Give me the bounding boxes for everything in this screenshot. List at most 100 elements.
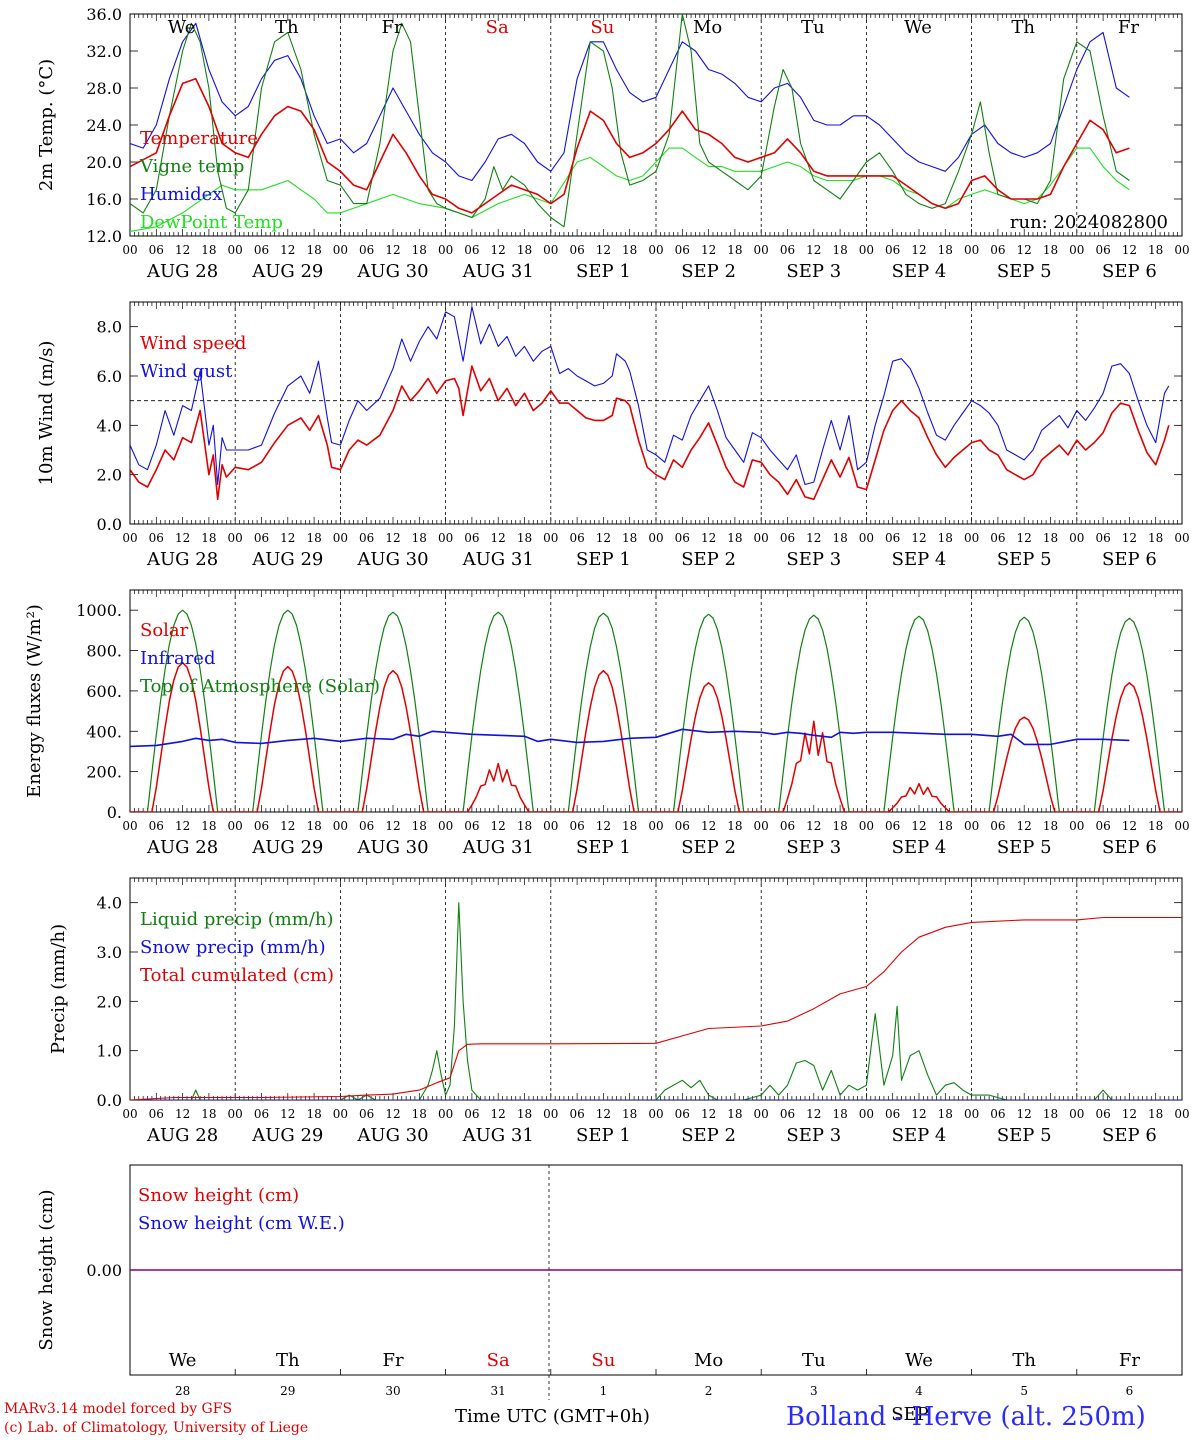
legend-entry: Vigne temp xyxy=(139,156,244,177)
date-label: SEP 3 xyxy=(786,549,841,570)
y-tick-label: 2.0 xyxy=(97,992,122,1011)
hour-tick-label: 18 xyxy=(1148,1107,1163,1121)
hour-tick-label: 06 xyxy=(359,531,374,545)
hour-tick-label: 12 xyxy=(1122,1107,1137,1121)
y-tick-label: 28.0 xyxy=(86,79,122,98)
hour-tick-label: 06 xyxy=(780,1107,795,1121)
legend-entry: Infrared xyxy=(140,648,215,669)
hour-tick-label: 18 xyxy=(412,1107,427,1121)
hour-tick-label: 18 xyxy=(622,243,637,257)
date-label: AUG 30 xyxy=(356,261,428,282)
date-label: SEP 3 xyxy=(786,837,841,858)
hour-tick-label: 00 xyxy=(543,243,558,257)
date-label: SEP 1 xyxy=(576,1125,631,1146)
hour-tick-label: 00 xyxy=(543,1107,558,1121)
hour-tick-label: 00 xyxy=(438,243,453,257)
y-axis-title: Snow height (cm) xyxy=(36,1189,57,1350)
hour-tick-label: 12 xyxy=(911,819,926,833)
hour-tick-label: 12 xyxy=(175,531,190,545)
hour-tick-label: 18 xyxy=(938,243,953,257)
y-tick-label: 8.0 xyxy=(97,318,122,337)
day-number-label: 1 xyxy=(600,1384,608,1398)
date-label: SEP 2 xyxy=(681,1125,736,1146)
hour-tick-label: 06 xyxy=(675,531,690,545)
hour-tick-label: 00 xyxy=(754,819,769,833)
hour-tick-label: 06 xyxy=(780,243,795,257)
solar-line xyxy=(130,661,1182,812)
hour-tick-label: 00 xyxy=(1069,531,1084,545)
day-number-label: 4 xyxy=(915,1384,923,1398)
hour-tick-label: 12 xyxy=(701,531,716,545)
hour-tick-label: 18 xyxy=(306,243,321,257)
hour-tick-label: 18 xyxy=(1148,243,1163,257)
hour-tick-label: 18 xyxy=(727,1107,742,1121)
y-tick-label: 24.0 xyxy=(86,116,122,135)
hour-tick-label: 06 xyxy=(990,531,1005,545)
hour-tick-label: 12 xyxy=(1122,243,1137,257)
temperature-line xyxy=(130,78,1130,214)
humidex-line xyxy=(130,22,1130,182)
hour-tick-label: 18 xyxy=(727,819,742,833)
hour-tick-label: 00 xyxy=(859,819,874,833)
hour-tick-label: 00 xyxy=(648,243,663,257)
date-label: SEP 4 xyxy=(892,549,947,570)
hour-tick-label: 00 xyxy=(122,243,137,257)
hour-tick-label: 00 xyxy=(1069,819,1084,833)
hour-tick-label: 06 xyxy=(1095,243,1110,257)
hour-tick-label: 00 xyxy=(1174,1107,1189,1121)
y-tick-label: 0.0 xyxy=(97,1091,122,1110)
hour-tick-label: 00 xyxy=(228,819,243,833)
vigne-temp-line xyxy=(130,14,1130,228)
hour-tick-label: 00 xyxy=(333,819,348,833)
date-label: AUG 29 xyxy=(251,837,323,858)
hour-tick-label: 00 xyxy=(964,243,979,257)
hour-tick-label: 12 xyxy=(175,819,190,833)
hour-tick-label: 18 xyxy=(412,531,427,545)
hour-tick-label: 00 xyxy=(1069,243,1084,257)
weekday-label: Tu xyxy=(801,17,825,38)
legend-entry: Snow height (cm W.E.) xyxy=(138,1213,345,1234)
y-tick-label: 12.0 xyxy=(86,227,122,246)
hour-tick-label: 06 xyxy=(990,243,1005,257)
date-label: SEP 6 xyxy=(1102,549,1157,570)
hour-tick-label: 00 xyxy=(964,531,979,545)
wind-gust-line xyxy=(130,306,1170,486)
liquid-precip-mm-h-line xyxy=(130,902,1182,1100)
hour-tick-label: 00 xyxy=(333,1107,348,1121)
hour-tick-label: 06 xyxy=(149,243,164,257)
hour-tick-label: 12 xyxy=(280,1107,295,1121)
hour-tick-label: 12 xyxy=(701,819,716,833)
x-axis-title: Time UTC (GMT+0h) xyxy=(455,1406,650,1427)
hour-tick-label: 12 xyxy=(491,243,506,257)
day-number-label: 3 xyxy=(810,1384,818,1398)
hour-tick-label: 06 xyxy=(359,1107,374,1121)
legend-entry: Top of Atmosphere (Solar) xyxy=(140,676,380,697)
hour-tick-label: 00 xyxy=(754,1107,769,1121)
weekday-label: Su xyxy=(590,17,614,38)
hour-tick-label: 12 xyxy=(806,1107,821,1121)
weekday-label: Th xyxy=(1012,1350,1036,1371)
hour-tick-label: 18 xyxy=(306,819,321,833)
y-tick-label: 4.0 xyxy=(97,416,122,435)
legend-entry: Wind gust xyxy=(140,361,233,382)
legend-entry: Snow height (cm) xyxy=(138,1185,299,1206)
hour-tick-label: 00 xyxy=(228,243,243,257)
day-number-label: 2 xyxy=(705,1384,713,1398)
hour-tick-label: 12 xyxy=(385,1107,400,1121)
hour-tick-label: 12 xyxy=(1122,531,1137,545)
hour-tick-label: 12 xyxy=(806,243,821,257)
legend-entry: Temperature xyxy=(140,128,258,149)
station-name: Bolland - Herve (alt. 250m) xyxy=(786,1402,1146,1432)
y-axis-title: 2m Temp. (°C) xyxy=(36,59,57,191)
hour-tick-label: 12 xyxy=(491,531,506,545)
y-tick-label: 3.0 xyxy=(97,943,122,962)
hour-tick-label: 06 xyxy=(1095,531,1110,545)
hour-tick-label: 00 xyxy=(228,531,243,545)
hour-tick-label: 18 xyxy=(832,531,847,545)
hour-tick-label: 06 xyxy=(464,531,479,545)
weekday-label: Th xyxy=(1011,17,1035,38)
hour-tick-label: 12 xyxy=(385,531,400,545)
date-label: SEP 1 xyxy=(576,837,631,858)
hour-tick-label: 18 xyxy=(517,819,532,833)
